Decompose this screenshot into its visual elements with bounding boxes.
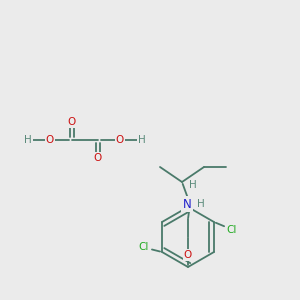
Text: O: O [94, 153, 102, 163]
Text: H: H [197, 199, 205, 209]
Text: O: O [116, 135, 124, 145]
Text: H: H [24, 135, 32, 145]
Text: O: O [184, 250, 192, 260]
Text: H: H [189, 180, 197, 190]
Text: Cl: Cl [227, 225, 237, 235]
Text: O: O [46, 135, 54, 145]
Text: N: N [183, 197, 191, 211]
Text: O: O [68, 117, 76, 127]
Text: Cl: Cl [139, 242, 149, 252]
Text: H: H [138, 135, 146, 145]
